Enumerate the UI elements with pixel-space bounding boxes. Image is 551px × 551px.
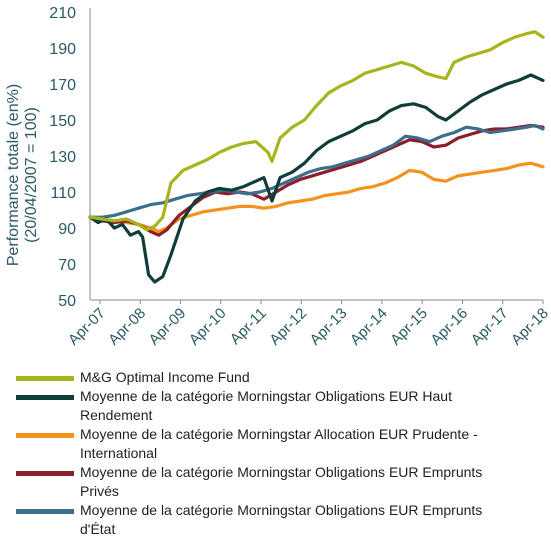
y-tick-label: 130 <box>49 149 76 166</box>
legend-label: Moyenne de la catégorie Morningstar Obli… <box>80 502 482 518</box>
series-line-2 <box>88 73 545 284</box>
series-lines <box>88 30 545 284</box>
legend-label: Privés <box>80 483 119 499</box>
y-tick-label: 210 <box>49 5 76 22</box>
legend-item-1: M&G Optimal Income Fund <box>16 369 250 385</box>
y-axis-label-line-1: Performance totale (en%) <box>5 84 22 266</box>
legend-label: Moyenne de la catégorie Morningstar Allo… <box>80 426 478 442</box>
legend-swatch <box>16 395 74 400</box>
x-tick-label: Apr-15 <box>387 305 431 349</box>
legend-label: Moyenne de la catégorie Morningstar Obli… <box>80 464 482 480</box>
x-tick-label: Apr-09 <box>146 305 190 349</box>
x-tick-label: Apr-07 <box>65 305 109 349</box>
y-tick-label: 150 <box>49 113 76 130</box>
legend-label: M&G Optimal Income Fund <box>80 369 250 385</box>
series-line-1 <box>88 30 545 232</box>
series-line-4 <box>88 123 545 237</box>
x-tick-label: Apr-18 <box>508 305 551 349</box>
x-tick-label: Apr-16 <box>427 305 471 349</box>
series-line-5 <box>88 123 545 219</box>
y-tick-label: 170 <box>49 77 76 94</box>
legend: M&G Optimal Income Fund Moyenne de la cat… <box>16 369 482 537</box>
x-tick-label: Apr-14 <box>347 305 391 349</box>
legend-item-3: Moyenne de la catégorie Morningstar Allo… <box>16 426 478 461</box>
y-tick-label: 90 <box>58 221 76 238</box>
legend-item-2: Moyenne de la catégorie Morningstar Obli… <box>16 388 452 423</box>
y-tick-label: 50 <box>58 293 76 310</box>
legend-item-4: Moyenne de la catégorie Morningstar Obli… <box>16 464 482 499</box>
legend-label: International <box>80 445 157 461</box>
legend-item-5: Moyenne de la catégorie Morningstar Obli… <box>16 502 482 537</box>
x-tick-labels: Apr-07Apr-08Apr-09Apr-10Apr-11Apr-12Apr-… <box>65 300 551 349</box>
x-tick-label: Apr-13 <box>307 305 351 349</box>
x-tick-label: Apr-17 <box>468 305 512 349</box>
legend-label: d'État <box>80 521 115 537</box>
legend-swatch <box>16 509 74 514</box>
y-tick-label: 110 <box>50 185 76 202</box>
legend-swatch <box>16 433 74 438</box>
series-line-3 <box>88 161 545 234</box>
y-axis-label-line-2: (20/04/2007 = 100) <box>23 107 40 243</box>
legend-label: Moyenne de la catégorie Morningstar Obli… <box>80 388 452 404</box>
x-tick-label: Apr-08 <box>105 305 149 349</box>
legend-label: Rendement <box>80 407 152 423</box>
x-tick-label: Apr-10 <box>186 305 230 349</box>
chart-axes <box>89 8 543 301</box>
y-tick-label: 190 <box>49 41 76 58</box>
x-tick-label: Apr-11 <box>227 305 270 348</box>
legend-swatch <box>16 376 74 381</box>
x-tick-label: Apr-12 <box>266 305 310 349</box>
y-tick-labels: 50 70 90 110 130 150 170 190 210 <box>49 5 76 310</box>
legend-swatch <box>16 471 74 476</box>
y-tick-label: 70 <box>58 257 76 274</box>
